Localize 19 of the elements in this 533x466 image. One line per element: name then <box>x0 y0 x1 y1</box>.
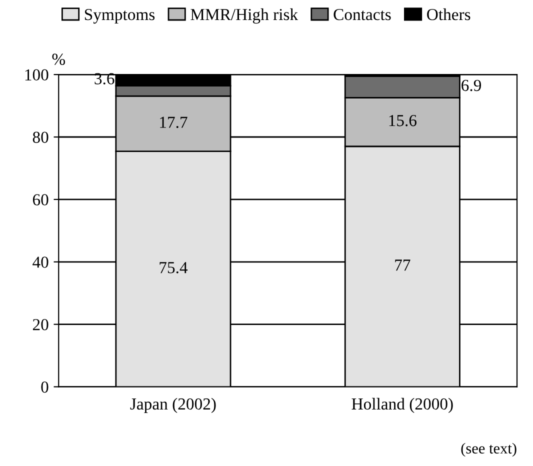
data-label: 77 <box>395 260 410 271</box>
y-axis-title: % <box>52 54 66 65</box>
x-tick-label: Japan (2002) <box>130 398 216 414</box>
x-tick-label: Holland (2000) <box>352 398 453 414</box>
y-tick-label: 20 <box>32 319 48 330</box>
y-tick-label: 40 <box>32 256 48 268</box>
y-tick-label: 60 <box>32 194 48 206</box>
data-label: 17.7 <box>160 116 188 128</box>
data-label: 75.4 <box>160 262 188 274</box>
legend-label: MMR/High risk <box>190 8 298 24</box>
legend-label: Others <box>427 8 470 20</box>
data-label: 6.9 <box>462 80 482 92</box>
text: (see text) <box>461 442 516 457</box>
legend-label: Symptoms <box>84 8 155 24</box>
y-tick-label: 0 <box>41 381 48 393</box>
data-label: 15.6 <box>389 114 416 126</box>
y-tick-label: 80 <box>32 132 48 143</box>
y-tick-label: 100 <box>25 69 48 81</box>
legend-label: Contacts <box>334 8 391 20</box>
